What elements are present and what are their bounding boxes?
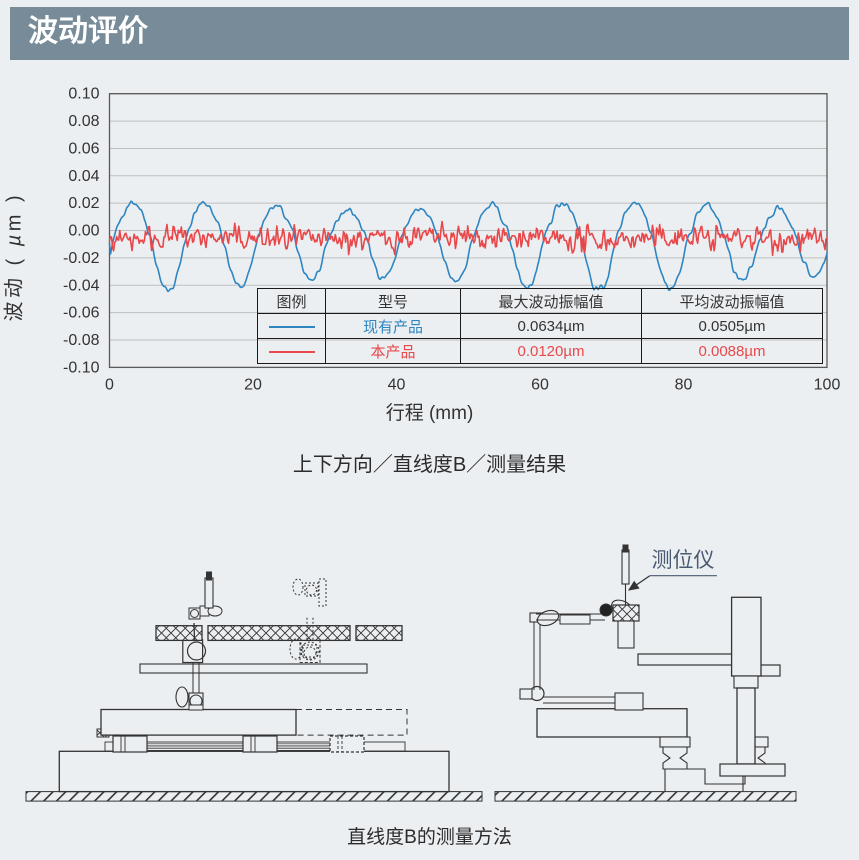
svg-text:-0.06: -0.06: [63, 305, 100, 322]
svg-text:-0.08: -0.08: [63, 332, 100, 349]
svg-text:60: 60: [531, 376, 549, 393]
svg-text:0.06: 0.06: [68, 140, 99, 157]
svg-text:0.10: 0.10: [68, 86, 99, 103]
svg-text:0: 0: [105, 376, 114, 393]
svg-text:0.04: 0.04: [68, 168, 99, 185]
svg-text:100: 100: [814, 376, 841, 393]
svg-text:0.08: 0.08: [68, 113, 99, 130]
svg-text:80: 80: [675, 376, 693, 393]
svg-text:-0.02: -0.02: [63, 250, 100, 267]
svg-text:-0.04: -0.04: [63, 277, 100, 294]
svg-text:20: 20: [244, 376, 262, 393]
svg-text:0.02: 0.02: [68, 195, 99, 212]
svg-text:40: 40: [388, 376, 406, 393]
svg-text:测位仪: 测位仪: [652, 549, 715, 572]
svg-text:0.00: 0.00: [68, 223, 99, 240]
svg-text:-0.10: -0.10: [63, 359, 100, 376]
